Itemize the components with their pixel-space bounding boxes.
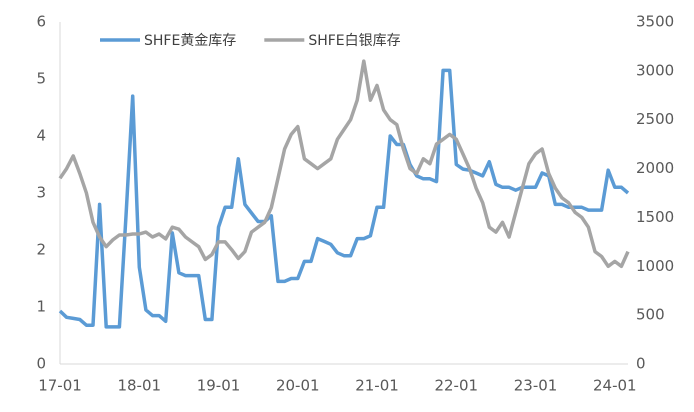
y-tick-label: 2 [36, 241, 46, 259]
y-tick-label: 4 [36, 127, 46, 145]
y2-tick-label: 2000 [636, 159, 674, 177]
y-tick-label: 0 [36, 355, 46, 373]
x-tick-label: 21-01 [355, 377, 399, 395]
y-tick-label: 5 [36, 70, 46, 88]
y-tick-label: 1 [36, 298, 46, 316]
legend-label: SHFE黄金库存 [144, 32, 236, 49]
x-tick-label: 17-01 [38, 377, 82, 395]
x-tick-label: 23-01 [514, 377, 558, 395]
y2-tick-label: 1000 [636, 257, 674, 275]
y2-tick-label: 3000 [636, 61, 674, 79]
legend-label: SHFE白银库存 [308, 33, 400, 49]
y2-tick-label: 2500 [636, 110, 674, 128]
x-tick-label: 18-01 [117, 377, 161, 395]
x-tick-label: 22-01 [434, 377, 478, 395]
x-tick-label: 19-01 [197, 377, 241, 395]
y2-tick-label: 3500 [636, 13, 674, 31]
x-tick-label: 20-01 [276, 377, 320, 395]
y-tick-label: 6 [36, 13, 46, 31]
x-tick-label: 24-01 [593, 377, 637, 395]
y2-tick-label: 0 [636, 355, 646, 373]
y-tick-label: 3 [36, 184, 46, 202]
y2-tick-label: 1500 [636, 208, 674, 226]
series-line [58, 59, 630, 269]
series-line [58, 68, 630, 329]
y2-tick-label: 500 [636, 306, 665, 324]
